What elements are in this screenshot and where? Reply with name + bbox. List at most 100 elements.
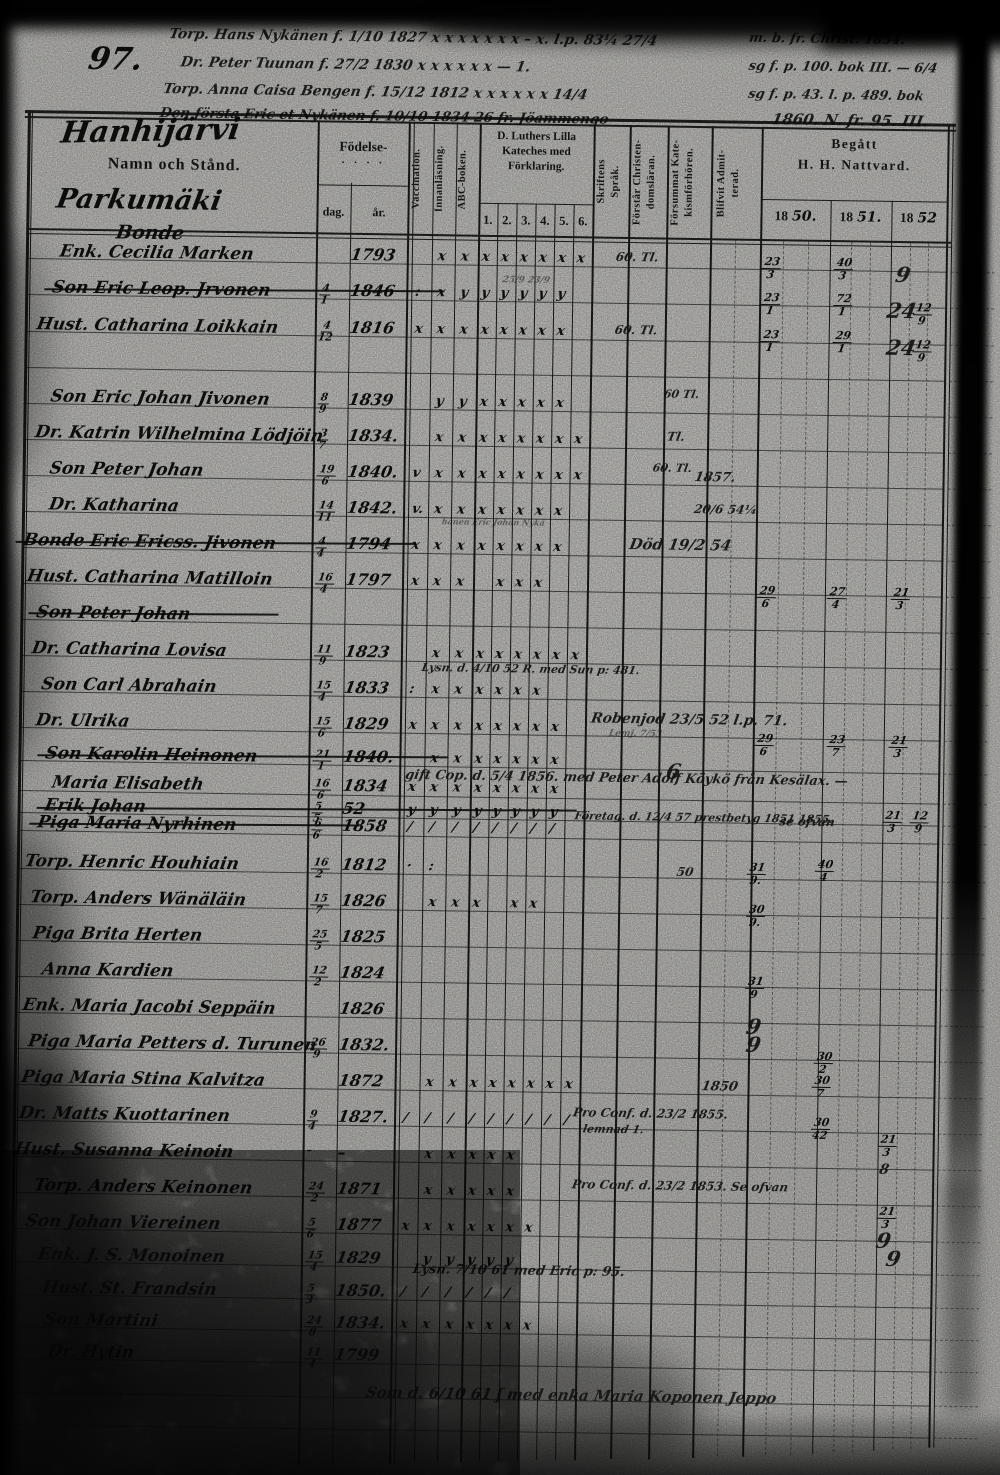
margin-annotation: 30 42 [810, 1115, 833, 1142]
entry-name: Enk. Cecilia Marken [58, 241, 256, 265]
table-header: 97. Hanhijärvi Namn och Stånd. Parkumäki… [2, 0, 1000, 244]
catechism-number: 1. [483, 212, 493, 227]
margin-annotation: 25/9 23/9 [501, 275, 551, 286]
row-rule-line [938, 1061, 983, 1064]
reading-mark: x [553, 466, 565, 483]
row-rule-line [935, 1307, 980, 1310]
entry-birth-year: – [335, 1142, 348, 1162]
reading-mark: x [447, 1074, 459, 1091]
reading-mark: x [487, 1075, 499, 1092]
catechism-number: 4. [540, 213, 550, 228]
row-rule-line [947, 488, 992, 491]
entry-birth-day: 44 [315, 531, 329, 560]
margin-annotation: 21 3 [888, 731, 910, 760]
reading-mark: x [515, 430, 527, 447]
birth-header: Födelse- [339, 138, 388, 155]
reading-mark: x [483, 1316, 495, 1334]
reading-mark: x [495, 538, 507, 555]
reading-mark: x [470, 894, 482, 911]
scripture-language-header: Skriftens Språk. [595, 159, 622, 204]
reading-mark: y [498, 285, 510, 302]
reading-mark: x [479, 321, 491, 338]
reading-mark: x [452, 717, 464, 734]
entry-birth-day: 12 2 [309, 960, 330, 989]
reading-mark: / [427, 819, 436, 836]
margin-annotation: 30 7 [811, 1071, 833, 1100]
margin-annotation: 21 3 [890, 583, 913, 612]
reading-mark: x [511, 718, 523, 735]
reading-mark: x [533, 538, 545, 555]
row-rule-line [948, 416, 993, 419]
margin-annotation: 31 9. [746, 858, 768, 887]
margin-annotation: 60. Tl. [613, 322, 659, 338]
reading-mark: x [485, 1182, 497, 1200]
catechism-column-numbers: 1. 2. 3. 4. 5. 6. [2, 0, 1000, 229]
row-rule-line [11, 1357, 932, 1373]
reading-mark: x [516, 394, 528, 411]
reading-mark: x [552, 538, 564, 555]
entry-name: Dr. Ulrika [34, 710, 132, 732]
birth-year-header: år. [372, 205, 386, 220]
reading-mark: x [429, 717, 441, 734]
margin-annotation: 60. Tl. [614, 249, 660, 265]
entry-birth-year: 1842. [345, 497, 399, 518]
reading-mark: x [572, 431, 584, 448]
margin-annotation: 23 3 [761, 252, 783, 281]
row-rule-line [945, 596, 990, 599]
reading-mark: / [490, 820, 499, 837]
row-rule-line [942, 843, 987, 846]
entry-birth-day: 21 1 [312, 744, 333, 773]
reading-mark: x [477, 465, 489, 482]
margin-annotation: Robenjod 23/5 52 l.p. 71. [589, 710, 789, 730]
row-rule-line [936, 1241, 981, 1244]
reading-mark: / [401, 1109, 410, 1126]
top-margin-note: 1860. N. fr. 95. III. [770, 110, 930, 131]
margin-annotation: Lysn. 7/10 61 med Eric p: 95. [411, 1261, 627, 1281]
reading-mark: x [453, 645, 465, 662]
reading-mark: y [457, 393, 469, 410]
reading-mark: x [436, 248, 448, 265]
margin-annotation: 27 4 [826, 582, 849, 611]
reading-mark: x [534, 430, 546, 447]
grid-line-horizontal [316, 184, 408, 187]
birth-day-header: dag. [322, 204, 345, 219]
margin-annotation: 20/6 54¼ [692, 501, 759, 517]
margin-annotation: 23 1 [761, 288, 783, 317]
grid-line-vertical [7, 110, 31, 1462]
communion-year-cell: 18 50. [774, 208, 817, 225]
missed-examinations-header: Försummat Kate- kismförhören. [669, 139, 696, 226]
entry-birth-year: 1850. [333, 1280, 388, 1301]
row-rule-line [943, 773, 988, 776]
margin-annotation: 9 [883, 1245, 903, 1272]
reading-mark: y [555, 285, 567, 303]
reading-mark: / [483, 1284, 492, 1302]
entry-birth-day: 15 4 [304, 1245, 326, 1274]
row-rule-line [938, 1097, 983, 1100]
reading-mark: x [449, 894, 461, 911]
reading-mark: x [530, 718, 542, 735]
reading-mark: x [435, 321, 447, 338]
reading-mark: x [431, 573, 443, 590]
grid-line-vertical [833, 242, 853, 1453]
reading-mark: x [423, 1146, 435, 1163]
row-rule-line [945, 632, 990, 635]
reading-mark: x [514, 502, 526, 519]
reading-mark: / [471, 819, 480, 836]
reading-mark: x [572, 467, 584, 484]
reading-mark: x [556, 249, 568, 267]
reading-mark: x [492, 718, 504, 735]
margin-annotation: 40 4 [814, 855, 837, 884]
understands-doctrine-header: Förstår Christen- domsläran. [631, 139, 658, 225]
reading-mark: x [550, 646, 562, 663]
top-margin-note: m. b. fr. Christ. 1854. [747, 30, 907, 49]
reading-mark: / [464, 1284, 473, 1301]
reading-mark: x [452, 681, 465, 698]
reading-mark: x [477, 429, 489, 446]
entry-birth-year: 1833 [342, 677, 391, 698]
row-rule-line [939, 1025, 984, 1028]
grid-line-vertical [574, 124, 596, 1461]
reading-mark: x [398, 1315, 410, 1332]
